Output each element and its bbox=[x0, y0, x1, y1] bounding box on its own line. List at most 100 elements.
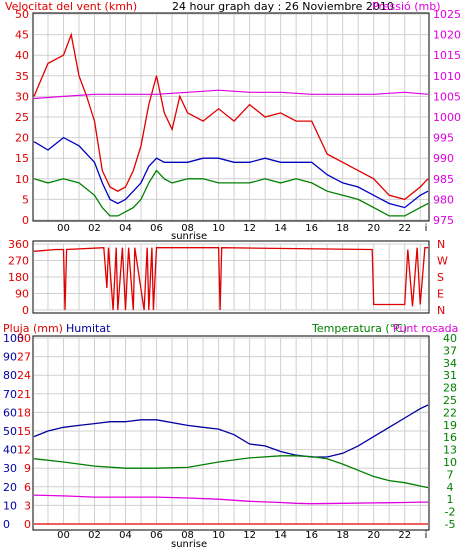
humidity-tick-label: 0 bbox=[3, 518, 10, 531]
hour-tick-label: 20 bbox=[367, 223, 380, 234]
temperature-tick-label: 1 bbox=[447, 493, 454, 506]
humidity-tick-label: 10 bbox=[3, 499, 17, 512]
compass-tick-label: S bbox=[437, 271, 444, 284]
pressure-tick-label: 980 bbox=[433, 193, 454, 206]
wind-average-line bbox=[33, 136, 429, 209]
rain-tick-label: 21 bbox=[17, 388, 31, 401]
temperature-tick-label: 10 bbox=[443, 456, 457, 469]
hour-tick-label: 06 bbox=[150, 223, 163, 234]
hour-tick-label: 18 bbox=[336, 223, 349, 234]
rain-tick-label: 6 bbox=[24, 481, 31, 494]
hour-tick-label: 06 bbox=[150, 530, 163, 541]
direction-tick-label: 360 bbox=[8, 238, 29, 251]
pressure-tick-label: 995 bbox=[433, 132, 454, 145]
temperature-tick-label: 40 bbox=[443, 332, 457, 345]
pressure-label: Pressió (mb) bbox=[372, 0, 441, 13]
sunrise-label-top: sunrise bbox=[171, 231, 207, 242]
sunrise-label-bottom: sunrise bbox=[171, 539, 207, 550]
humidity-tick-label: 60 bbox=[3, 406, 17, 419]
series-layer bbox=[33, 32, 429, 525]
wind-tick-label: 5 bbox=[22, 193, 29, 206]
pressure-tick-label: 1020 bbox=[433, 29, 461, 42]
compass-tick-label: W bbox=[437, 255, 448, 268]
hour-tick-label: 12 bbox=[243, 223, 256, 234]
grid-layer bbox=[34, 13, 428, 525]
chart-title: 24 hour graph day : 26 Noviembre 2010 bbox=[172, 0, 394, 13]
humidity-tick-label: 50 bbox=[3, 425, 17, 438]
pressure-tick-label: 990 bbox=[433, 152, 454, 165]
rain-tick-label: 12 bbox=[17, 444, 31, 457]
humidity-label: Humitat bbox=[66, 322, 111, 335]
pressure-tick-label: 1000 bbox=[433, 111, 461, 124]
pressure-tick-label: 1005 bbox=[433, 90, 461, 103]
hour-tick-label: 12 bbox=[243, 530, 256, 541]
temperature-tick-label: -5 bbox=[445, 518, 456, 531]
hour-tick-end: i bbox=[425, 223, 428, 234]
hour-tick-label: 18 bbox=[336, 530, 349, 541]
dew-point-line bbox=[33, 494, 428, 505]
hour-tick-label: 00 bbox=[57, 223, 70, 234]
temperature-tick-label: 28 bbox=[443, 382, 457, 395]
wind-tick-label: 50 bbox=[15, 8, 29, 21]
rain-tick-label: 18 bbox=[17, 406, 31, 419]
hour-tick-label: 02 bbox=[88, 223, 101, 234]
hour-tick-label: 22 bbox=[398, 530, 411, 541]
pressure-tick-label: 1015 bbox=[433, 49, 461, 62]
pressure-tick-label: 975 bbox=[433, 214, 454, 227]
wind-tick-label: 10 bbox=[15, 173, 29, 186]
wind-tick-label: 35 bbox=[15, 70, 29, 83]
temperature-tick-label: 4 bbox=[447, 481, 454, 494]
hour-tick-label: 04 bbox=[119, 223, 132, 234]
rain-label: Pluja (mm) bbox=[3, 322, 63, 335]
pressure-tick-label: 985 bbox=[433, 173, 454, 186]
temperature-tick-label: 16 bbox=[443, 431, 457, 444]
wind-speed-label: Velocitat del vent (kmh) bbox=[5, 0, 137, 13]
humidity-line bbox=[33, 404, 429, 458]
direction-tick-label: 90 bbox=[15, 288, 29, 301]
temperature-tick-label: 13 bbox=[443, 444, 457, 457]
temperature-label: Temperatura (°C) bbox=[311, 322, 407, 335]
temperature-tick-label: 22 bbox=[443, 406, 457, 419]
temperature-tick-label: 7 bbox=[447, 468, 454, 481]
wind-tick-label: 20 bbox=[15, 132, 29, 145]
hour-tick-label: 10 bbox=[212, 223, 225, 234]
humidity-tick-label: 70 bbox=[3, 388, 17, 401]
rain-tick-label: 27 bbox=[17, 351, 31, 364]
wind-tick-label: 15 bbox=[15, 152, 29, 165]
humidity-tick-label: 100 bbox=[3, 332, 24, 345]
humidity-tick-label: 40 bbox=[3, 444, 17, 457]
wind-tick-label: 45 bbox=[15, 29, 29, 42]
hour-tick-label: 20 bbox=[367, 530, 380, 541]
temperature-tick-label: 31 bbox=[443, 369, 457, 382]
hour-tick-label: 16 bbox=[305, 530, 318, 541]
humidity-tick-label: 20 bbox=[3, 481, 17, 494]
humidity-tick-label: 80 bbox=[3, 369, 17, 382]
rain-tick-label: 30 bbox=[17, 332, 31, 345]
wind-gust-line bbox=[33, 32, 429, 201]
hour-tick-label: 00 bbox=[57, 530, 70, 541]
wind-direction-line bbox=[33, 247, 428, 311]
dew-point-label: Punt rosada bbox=[393, 322, 458, 335]
hour-tick-label: 04 bbox=[119, 530, 132, 541]
hour-tick-label: 14 bbox=[274, 223, 287, 234]
hour-tick-label: 08 bbox=[181, 223, 194, 234]
compass-tick-label: N bbox=[437, 238, 445, 251]
temperature-tick-label: 25 bbox=[443, 394, 457, 407]
rain-tick-label: 9 bbox=[24, 462, 31, 475]
rain-tick-label: 0 bbox=[24, 518, 31, 531]
temperature-tick-label: 37 bbox=[443, 344, 457, 357]
wind-tick-label: 25 bbox=[15, 111, 29, 124]
temperature-tick-label: -2 bbox=[445, 506, 456, 519]
humidity-tick-label: 90 bbox=[3, 351, 17, 364]
hour-tick-end: i bbox=[425, 530, 428, 541]
compass-tick-label: E bbox=[437, 288, 444, 301]
hour-tick-label: 02 bbox=[88, 530, 101, 541]
pressure-line bbox=[33, 89, 429, 100]
compass-tick-label: N bbox=[437, 304, 445, 317]
direction-tick-label: 180 bbox=[8, 271, 29, 284]
wind-tick-label: 40 bbox=[15, 49, 29, 62]
temperature-tick-label: 19 bbox=[443, 419, 457, 432]
rain-tick-label: 24 bbox=[17, 369, 31, 382]
pressure-tick-label: 1010 bbox=[433, 70, 461, 83]
